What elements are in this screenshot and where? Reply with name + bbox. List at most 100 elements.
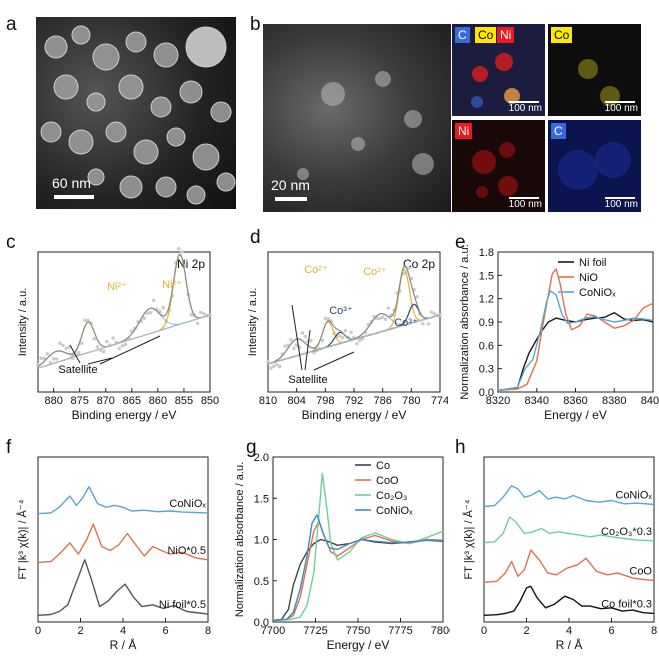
raw-point [142,316,147,321]
x-tick-label: 8380 [602,395,626,407]
raw-point [195,321,200,326]
raw-point [42,356,47,361]
eds-map-overlay: C Co Ni 100 nm [452,24,545,116]
raw-point [92,337,97,341]
series-conio- [497,290,654,392]
satellite-arrow [99,335,161,365]
eds-tag-ni-only: Ni [455,123,473,139]
eds-co-scalebar [605,101,635,103]
series-conio- [483,485,655,508]
raw-point [289,338,293,342]
raw-point [271,364,276,369]
raw-point [277,364,282,369]
eds-c-scale: 100 nm [604,199,638,210]
raw-point [83,318,87,323]
panel-label-f: f [6,437,12,458]
sem-image: 60 nm [36,17,236,209]
panel-label-h: h [455,437,466,458]
raw-point [176,246,181,251]
raw-point [326,317,330,321]
y-tick-label: 2.0 [254,452,269,464]
y-axis-label: Intensity / a.u. [17,288,29,356]
raw-point [380,315,385,319]
panel-label-e: e [455,232,466,253]
series-conio- [37,485,209,515]
chart-ni2p-xps: 880 875 870 865 860 855 850 Binding energy / eV… [17,246,219,422]
x-tick-label: 7725 [303,625,327,637]
peak-annotation: Ni²⁺ [107,281,127,293]
raw-point [357,338,362,343]
x-axis-label: R / Å [556,637,583,652]
raw-point [117,346,122,351]
series-label: CoNiOₓ [615,489,652,501]
y-axis-label: FT |k³ χ(k)| / Å⁻⁴ [16,499,29,579]
raw-point [148,310,153,315]
series-label: Ni foil*0.5 [159,599,206,611]
panel-label-g: g [246,437,257,458]
y-tick-label: 0.0 [254,617,269,629]
raw-point [300,331,305,335]
raw-point [95,344,100,349]
raw-point [266,359,270,364]
raw-point [292,346,296,351]
eds-overlay-scale: 100 nm [508,103,542,114]
series-label: Co₂O₃*0.3 [601,526,652,538]
x-tick-label: 792 [345,395,363,407]
series-ni-foil-0-5 [37,559,209,616]
x-tick-label: 804 [287,395,305,407]
peak-annotation: Co³⁺ [394,317,418,329]
panel-label-a: a [6,14,17,35]
panel-label-c: c [6,232,16,253]
raw-point [105,339,109,344]
x-tick-label: 2 [523,625,529,637]
raw-point [432,311,437,316]
x-tick-label: 8 [651,625,657,637]
panel-label-b: b [250,14,261,35]
panel-label-d: d [250,227,261,248]
raw-point [426,321,431,326]
peak-annotation: Co²⁺ [363,266,387,278]
x-tick-label: 8320 [486,395,510,407]
fit-envelope [37,253,211,367]
y-tick-label: 0.5 [254,576,269,588]
raw-point [64,346,68,351]
eds-tag-c-only: C [551,123,566,139]
raw-point [421,321,425,326]
x-tick-label: 870 [97,395,115,407]
raw-point [61,343,65,348]
plot-frame [37,251,211,393]
stem-scale-bar [275,197,307,201]
y-tick-label: 0.9 [479,317,494,329]
raw-point [58,341,62,346]
peak-annotation: Satellite [288,374,327,386]
raw-point [86,318,90,323]
sem-scale-label: 60 nm [52,175,91,191]
raw-point [386,306,391,310]
x-tick-label: 6 [608,625,614,637]
chart-title: Co 2p [403,257,435,271]
x-tick-label: 780 [402,395,420,407]
raw-point [198,310,203,315]
raw-point [269,366,273,370]
x-tick-label: 8360 [563,395,587,407]
raw-point [323,316,328,321]
raw-point [120,343,125,348]
x-tick-label: 855 [175,395,193,407]
series-label: Co foil*0.3 [601,598,652,610]
sem-scale-bar [54,195,94,199]
raw-point [79,341,84,346]
raw-point [123,342,128,347]
x-axis-label: R / Å [110,637,137,652]
y-tick-label: 0.6 [479,340,494,352]
raw-point [274,362,279,367]
peak-annotation: Satellite [58,364,97,376]
raw-point [429,310,434,314]
peak-annotation: Co²⁺ [304,264,328,276]
series-coo [483,549,655,583]
x-tick-label: 6 [162,625,168,637]
legend-entry: NiO [579,272,598,284]
raw-point [54,357,59,361]
x-tick-label: 0 [481,625,487,637]
series-nio-0-5 [37,523,209,564]
